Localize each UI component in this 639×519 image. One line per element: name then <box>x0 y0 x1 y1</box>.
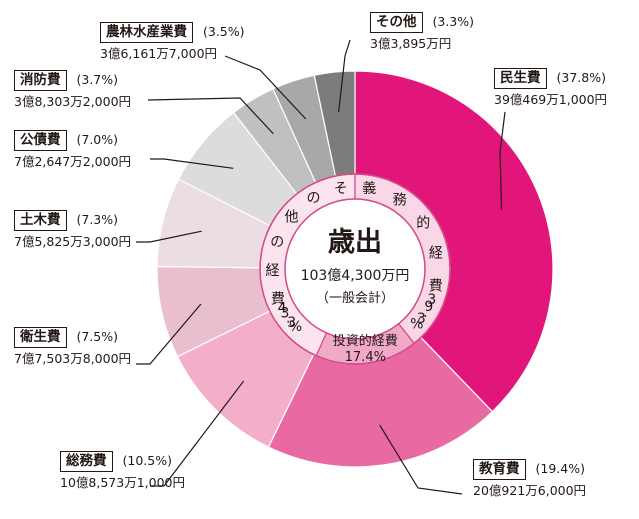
inner-label-sonota-pct-char: 4 <box>278 301 287 317</box>
slice-percent: (3.7%) <box>76 72 119 87</box>
inner-label-gimuteki-char: 費 <box>429 278 443 294</box>
leader-line-4 <box>136 230 202 243</box>
inner-label-gimuteki-char: 義 <box>362 180 376 197</box>
slice-name: 農林水産業費 <box>100 22 193 43</box>
inner-label-sonota-char: の <box>307 191 321 207</box>
inner-label-sonota-pct-char: % <box>289 319 302 335</box>
slice-percent: (3.5%) <box>203 24 245 39</box>
leader-line-2 <box>150 380 245 487</box>
leader-line-6 <box>147 97 274 135</box>
slice-percent: (10.5%) <box>122 453 172 468</box>
slice-label-eiseihi: 衛生費 (7.5%) 7億7,503万8,000円 <box>14 327 131 368</box>
leader-line-0 <box>499 111 506 210</box>
inner-label-sonota-pct-char: . <box>286 310 290 326</box>
slice-percent: (7.3%) <box>76 212 119 227</box>
leader-line-3 <box>136 303 202 365</box>
slice-label-sonota: その他 (3.3%) 3億3,895万円 <box>370 12 474 53</box>
inner-label-toshiteki: 投資的経費 <box>333 333 398 349</box>
slice-label-kyoikuhi: 教育費 (19.4%) 20億921万6,000円 <box>473 459 586 500</box>
inner-label-gimuteki-pct-char: % <box>410 317 423 333</box>
slice-label-shobohi: 消防費 (3.7%) 3億8,303万2,000円 <box>14 70 131 111</box>
leader-line-7 <box>224 55 307 120</box>
leader-line-8 <box>338 39 351 112</box>
slice-percent: (3.3%) <box>432 14 475 29</box>
inner-label-gimuteki-pct-char: . <box>423 305 427 321</box>
slice-amount: 10億8,573万1,000円 <box>60 475 185 490</box>
slice-amount: 7億7,503万8,000円 <box>14 351 132 366</box>
slice-label-dobokuhi: 土木費 (7.3%) 7億5,825万3,000円 <box>14 210 131 251</box>
inner-label-sonota-char: 費 <box>271 291 285 307</box>
slice-name: 教育費 <box>473 459 526 480</box>
slice-amount: 7億2,647万2,000円 <box>14 154 132 169</box>
inner-label-sonota-char: の <box>270 235 284 251</box>
slice-amount: 3億3,895万円 <box>370 36 452 51</box>
slice-label-kosaihi: 公債費 (7.0%) 7億2,647万2,000円 <box>14 130 131 171</box>
inner-label-gimuteki-pct-char: 3 <box>417 311 426 327</box>
slice-amount: 7億5,825万3,000円 <box>14 234 132 249</box>
slice-name: 民生費 <box>494 68 547 89</box>
inner-label-gimuteki-pct-char: 9 <box>424 299 433 315</box>
center-amount: 103億4,300万円 <box>301 268 410 284</box>
slice-percent: (37.8%) <box>556 70 606 85</box>
inner-label-sonota-char: 他 <box>285 209 299 225</box>
slice-amount: 3億6,161万7,000円 <box>100 46 218 61</box>
slice-name: 公債費 <box>14 130 67 151</box>
inner-label-gimuteki-pct-char: 3 <box>427 292 436 308</box>
slice-label-minseihi: 民生費 (37.8%) 39億469万1,000円 <box>494 68 607 109</box>
inner-label-sonota-pct-char: 3 <box>287 315 296 331</box>
inner-label-sonota-char: 経 <box>266 263 280 279</box>
leader-line-1 <box>379 424 463 495</box>
inner-label-gimuteki-char: 経 <box>429 246 443 262</box>
center-title: 歳出 <box>328 227 382 258</box>
inner-label-gimuteki-char: 的 <box>416 216 430 232</box>
center-note: （一般会計） <box>316 290 394 306</box>
inner-label-sonota-char: そ <box>334 181 348 197</box>
slice-percent: (7.5%) <box>76 329 119 344</box>
leader-line-5 <box>150 158 234 169</box>
inner-label-toshiteki-pct: 17.4% <box>345 350 386 365</box>
slice-label-somuhi: 総務費 (10.5%) 10億8,573万1,000円 <box>60 451 185 492</box>
slice-percent: (19.4%) <box>535 461 585 476</box>
slice-name: 消防費 <box>14 70 67 91</box>
inner-label-sonota-pct-char: 3 <box>280 306 289 322</box>
slice-percent: (7.0%) <box>76 132 119 147</box>
slice-name: 衛生費 <box>14 327 67 348</box>
slice-amount: 39億469万1,000円 <box>494 92 608 107</box>
slice-amount: 3億8,303万2,000円 <box>14 94 132 109</box>
inner-label-gimuteki-char: 務 <box>393 193 407 209</box>
slice-label-norinsuisangyohi: 農林水産業費 (3.5%) 3億6,161万7,000円 <box>100 22 245 63</box>
slice-name: 総務費 <box>60 451 113 472</box>
slice-name: 土木費 <box>14 210 67 231</box>
slice-name: その他 <box>370 12 423 33</box>
slice-amount: 20億921万6,000円 <box>473 483 587 498</box>
